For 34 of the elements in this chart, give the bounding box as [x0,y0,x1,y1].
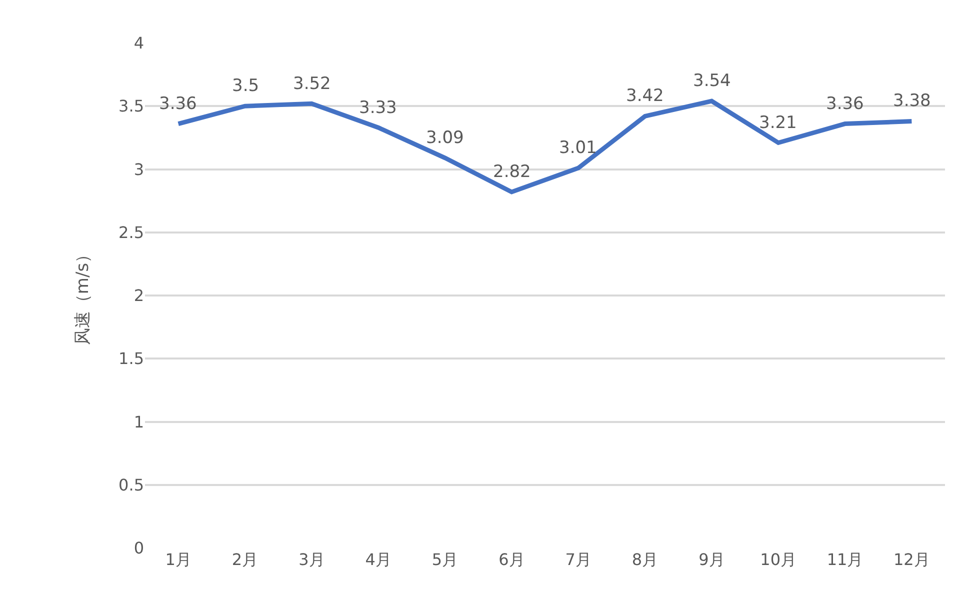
x-tick-label: 3月 [298,550,325,569]
y-axis-title: 风速（m/s） [73,246,94,346]
x-tick-label: 7月 [565,550,592,569]
x-tick-label: 12月 [893,550,930,569]
x-tick-label: 11月 [826,550,864,569]
y-tick-label: 0 [134,538,144,558]
y-tick-label: 3 [134,160,144,179]
data-label: 3.09 [426,128,464,148]
x-tick-label: 2月 [232,550,258,569]
x-tick-label: 5月 [432,550,458,569]
data-label: 3.21 [759,113,797,133]
data-label: 3.33 [359,98,397,118]
data-label: 3.36 [159,94,197,114]
x-tick-label: 4月 [365,550,392,569]
data-label: 3.38 [893,91,931,111]
y-tick-label: 4 [134,34,144,53]
data-label: 3.01 [559,138,597,158]
y-tick-label: 1 [134,412,144,432]
x-tick-label: 1月 [165,550,192,569]
data-label: 3.5 [232,76,260,96]
data-label: 3.36 [826,94,864,114]
y-tick-label: 2.5 [118,222,144,242]
data-label: 2.82 [493,162,531,182]
data-label: 3.42 [626,86,664,106]
x-tick-label: 10月 [760,550,797,569]
y-tick-label: 2 [134,286,144,306]
x-tick-label: 6月 [498,550,525,569]
x-tick-label: 9月 [698,550,725,569]
y-tick-label: 3.5 [118,96,144,116]
y-tick-label: 1.5 [118,349,144,368]
data-label: 3.54 [693,71,731,91]
data-label: 3.52 [293,74,331,94]
y-tick-label: 0.5 [118,475,144,494]
x-tick-label: 8月 [632,550,658,569]
